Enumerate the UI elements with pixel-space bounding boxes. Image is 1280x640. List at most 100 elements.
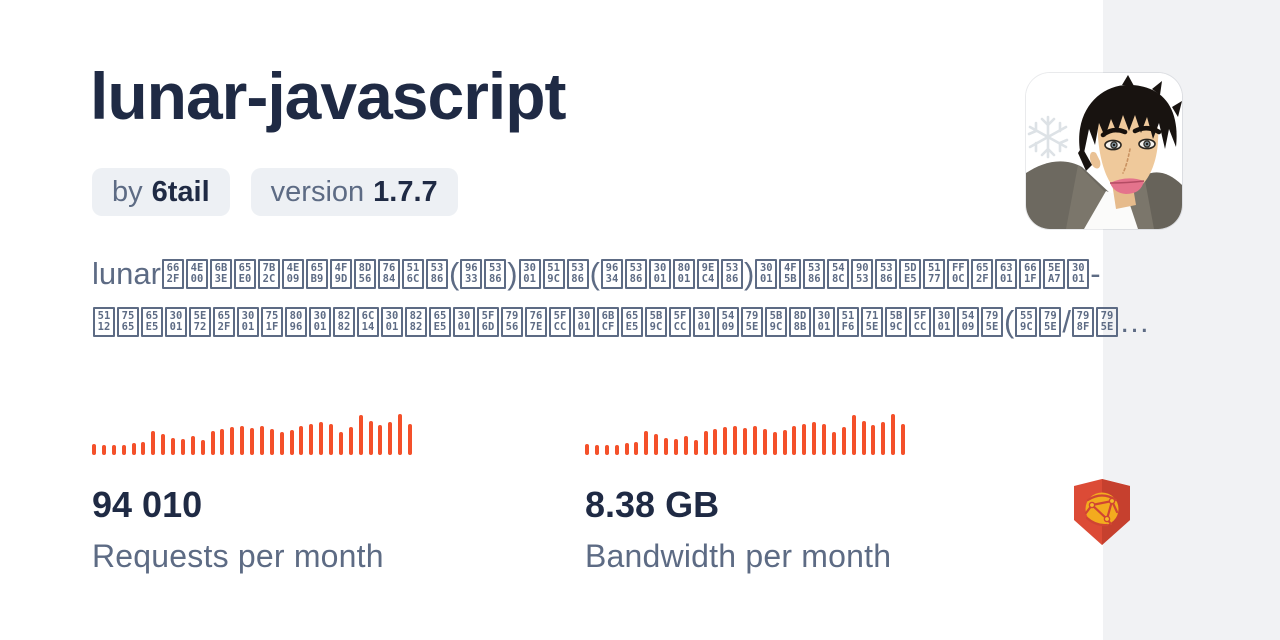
missing-glyph-box: 51 9C (542, 258, 565, 289)
sparkline-bar (871, 425, 876, 455)
hair (1079, 84, 1177, 153)
sparkline-bar (279, 432, 284, 455)
missing-glyph-box: 30 01 (573, 306, 595, 337)
lips (1109, 178, 1145, 194)
package-title: lunar-javascript (90, 59, 567, 133)
sparkline-bar (604, 445, 609, 455)
sparkline-bar (762, 429, 767, 455)
sparkline-bar (654, 434, 659, 455)
hair-spike (1122, 75, 1134, 86)
sparkline-bar (111, 445, 116, 455)
missing-glyph-box: 76 7E (525, 306, 547, 337)
missing-glyph-box: 4E 09 (281, 258, 304, 289)
missing-glyph-box: 5D E5 (899, 258, 922, 289)
missing-glyph-box: 53 86 (803, 258, 826, 289)
missing-glyph-box: 71 5E (861, 306, 883, 337)
missing-glyph-box: 53 86 (566, 258, 589, 289)
description-line: lunar 66 2F 4E 00 6B 3E 65 E0 7B 2C 4E 09 65 B9 4F 9D 8D 5… (92, 256, 1101, 291)
missing-glyph-box: 80 01 (672, 258, 695, 289)
missing-glyph-box: 90 53 (851, 258, 874, 289)
missing-glyph-box: 53 86 (484, 258, 507, 289)
missing-glyph-box: 5F 6D (477, 306, 499, 337)
missing-glyph-box: 7B 2C (257, 258, 280, 289)
ear (1089, 151, 1101, 169)
sparkline-bar (831, 432, 836, 455)
sparkline-bar (171, 438, 175, 455)
missing-glyph-box: 6B CF (597, 306, 619, 337)
sparkline-bar (299, 426, 304, 455)
badges-row: by 6tail version 1.7.7 (92, 168, 458, 216)
sparkline-bar (378, 425, 383, 455)
sparkline-bar (664, 438, 668, 455)
missing-glyph-box: 5E 72 (189, 306, 211, 337)
sparkline-bar (683, 436, 688, 455)
sparkline-bar (180, 439, 185, 455)
sparkline-bar (161, 434, 166, 455)
missing-glyph-box: 51 77 (923, 258, 946, 289)
sparkline-bar (891, 414, 896, 455)
missing-glyph-box: 8D 8B (789, 306, 811, 337)
eyebrows (1100, 125, 1162, 138)
sparkline-bar (881, 422, 886, 455)
missing-glyph-box: 53 86 (720, 258, 743, 289)
missing-glyph-box: 76 84 (377, 258, 400, 289)
sparkline-bar (200, 440, 205, 455)
sparkline-bar (151, 431, 156, 455)
sparkline-bar (408, 424, 412, 455)
jsdelivr-logo (1071, 476, 1133, 546)
sparkline-bar (101, 445, 106, 455)
missing-glyph-box: 8D 56 (353, 258, 376, 289)
missing-glyph-box: 30 01 (813, 306, 835, 337)
sparkline-bar (851, 415, 856, 455)
missing-glyph-box: 53 86 (875, 258, 898, 289)
sparkline-bar (812, 422, 817, 455)
sparkline-bar (743, 428, 747, 455)
hair-spike (1152, 81, 1162, 95)
missing-glyph-box: 65 2F (213, 306, 235, 337)
missing-glyph-box: 5E A7 (1043, 258, 1066, 289)
sparkline-bar (398, 414, 403, 455)
sparkline-bar (309, 424, 314, 455)
sparkline-bar (901, 424, 905, 455)
missing-glyph-box: 4F 9D (329, 258, 352, 289)
sparkline-bar (141, 442, 146, 455)
sparkline-bar (792, 426, 797, 455)
requests-label: Requests per month (92, 538, 384, 574)
sparkline-bar (329, 424, 333, 455)
missing-glyph-box: 30 01 (165, 306, 187, 337)
missing-glyph-box: 5F CC (549, 306, 571, 337)
missing-glyph-box: FF 0C (947, 258, 970, 289)
sparkline-bar (585, 444, 589, 455)
sparkline-bar (289, 430, 294, 455)
missing-glyph-box: 79 5E (981, 306, 1003, 337)
sparkline-bar (210, 431, 215, 455)
missing-glyph-box: 30 01 (1067, 258, 1090, 289)
missing-glyph-box: 65 E5 (621, 306, 643, 337)
hair-spike (1172, 101, 1182, 117)
package-description: lunar 66 2F 4E 00 6B 3E 65 E0 7B 2C 4E 09 65 B9 4F 9D 8D 5… (92, 250, 1202, 346)
sparkline-bar (220, 429, 225, 455)
missing-glyph-box: 82 82 (405, 306, 427, 337)
missing-glyph-box: 53 86 (425, 258, 448, 289)
missing-glyph-box: 5F CC (669, 306, 691, 337)
sparkline-bar (624, 443, 629, 455)
sparkline-bar (614, 445, 619, 455)
description-line: 51 12 75 65 65 E5 30 01 5E 72 65 2F 30 01 75 1F 80 96 30 01… (92, 298, 1202, 346)
missing-glyph-box: 75 65 (117, 306, 139, 337)
sparkline-bar (752, 426, 757, 455)
version-badge: version 1.7.7 (250, 168, 458, 216)
sparkline-bar (772, 432, 777, 455)
sparkline-bar (358, 415, 363, 455)
sparkline-bar (348, 427, 353, 455)
missing-glyph-box: 30 01 (755, 258, 778, 289)
bandwidth-value: 8.38 GB (585, 484, 720, 525)
missing-glyph-box: 51 F6 (837, 306, 859, 337)
sparkline-bar (713, 429, 718, 455)
sparkline-bar (822, 424, 826, 455)
version-badge-value: 1.7.7 (373, 175, 438, 208)
missing-glyph-box: 65 E5 (429, 306, 451, 337)
missing-glyph-box: 30 01 (693, 306, 715, 337)
sparkline-bar (841, 427, 846, 455)
missing-glyph-box: 30 01 (648, 258, 671, 289)
